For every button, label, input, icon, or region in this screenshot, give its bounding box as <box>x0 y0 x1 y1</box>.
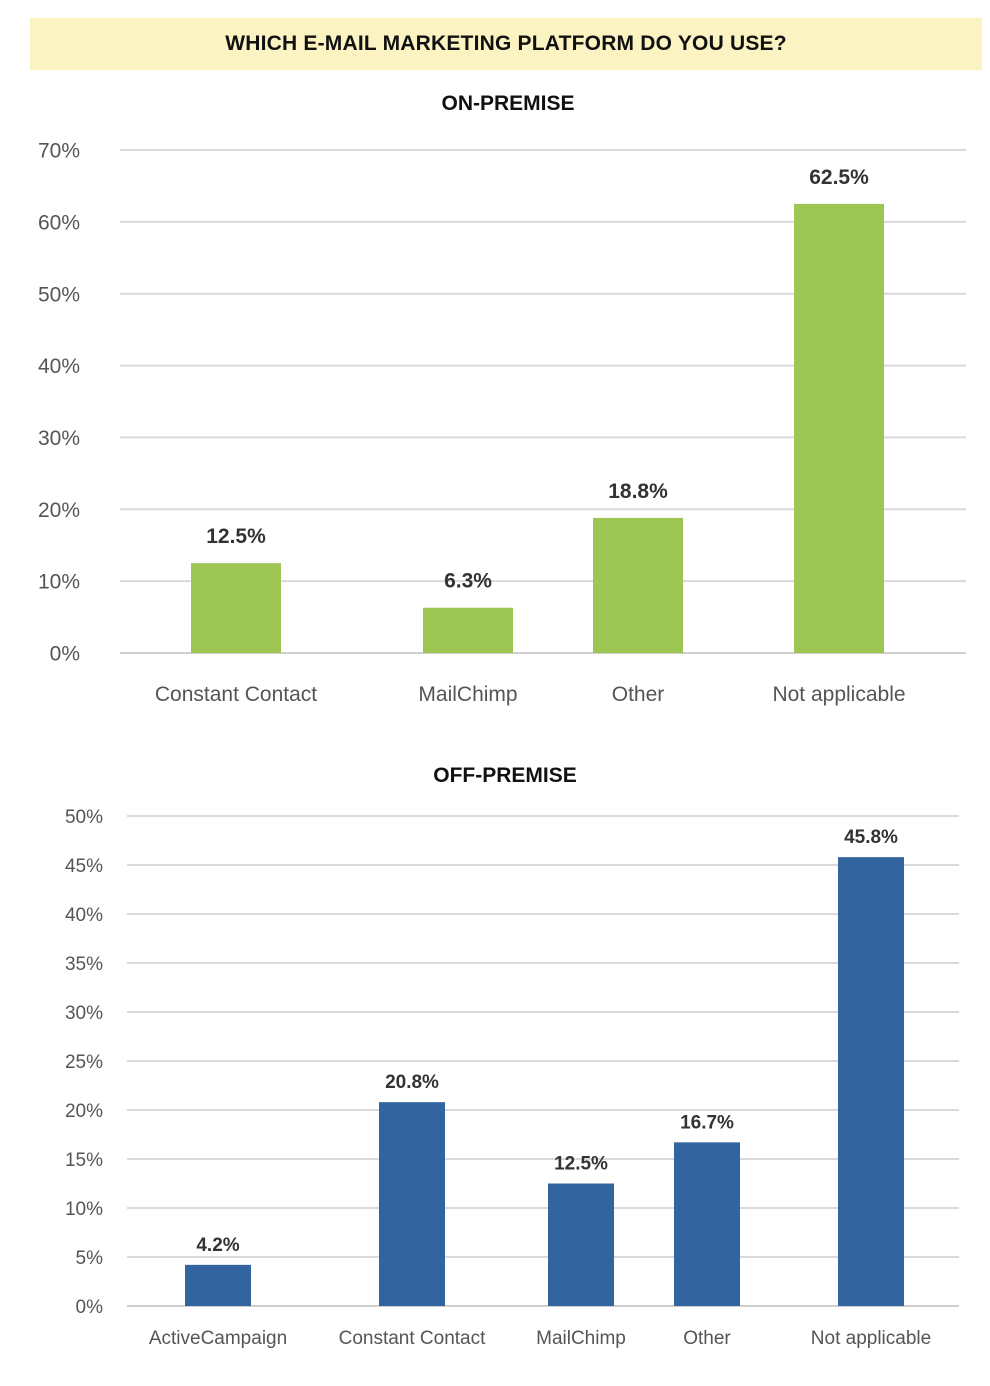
y-tick-label: 35% <box>65 954 103 975</box>
title-banner: WHICH E-MAIL MARKETING PLATFORM DO YOU U… <box>30 18 982 70</box>
y-tick-label: 5% <box>76 1248 104 1269</box>
on-premise-chart: ON-PREMISE 0% 10% 20% 30% 40% 50% 60% 70% 12.5% Co… <box>0 80 990 720</box>
data-label: 20.8% <box>385 1072 439 1093</box>
y-tick-label: 25% <box>65 1052 103 1073</box>
y-tick-label: 30% <box>38 427 80 450</box>
bar <box>674 1142 740 1306</box>
chart-subtitle: OFF-PREMISE <box>433 764 577 787</box>
data-label: 12.5% <box>206 525 266 548</box>
chart-subtitle: ON-PREMISE <box>441 92 574 115</box>
y-tick-label: 40% <box>38 355 80 378</box>
y-tick-label: 50% <box>38 283 80 306</box>
data-label: 6.3% <box>444 570 492 593</box>
bar <box>423 607 513 653</box>
data-label: 18.8% <box>608 480 668 503</box>
y-tick-label: 0% <box>76 1297 104 1318</box>
y-tick-label: 10% <box>65 1199 103 1220</box>
category-label: Not applicable <box>772 683 905 706</box>
y-tick-label: 15% <box>65 1150 103 1171</box>
bar <box>379 1102 445 1306</box>
data-label: 45.8% <box>844 827 898 848</box>
category-label: ActiveCampaign <box>149 1328 287 1349</box>
bar <box>838 857 904 1306</box>
y-tick-label: 30% <box>65 1003 103 1024</box>
data-label: 12.5% <box>554 1154 608 1175</box>
category-label: Constant Contact <box>155 683 317 706</box>
off-premise-chart-svg: OFF-PREMISE 0% 5% 10% 15% 20% 25% 30% 35% 40% 45% 5… <box>65 764 959 1349</box>
data-label: 4.2% <box>196 1235 239 1256</box>
bar <box>185 1264 251 1306</box>
y-tick-label: 20% <box>65 1101 103 1122</box>
y-tick-label: 40% <box>65 905 103 926</box>
bar <box>593 517 683 653</box>
bar <box>794 203 884 653</box>
y-tick-label: 45% <box>65 856 103 877</box>
category-label: Not applicable <box>811 1328 931 1349</box>
category-label: MailChimp <box>536 1328 626 1349</box>
bar <box>548 1183 614 1306</box>
data-label: 16.7% <box>680 1112 734 1133</box>
category-label: Other <box>612 683 665 706</box>
y-tick-label: 50% <box>65 807 103 828</box>
data-label: 62.5% <box>809 166 869 189</box>
category-label: Other <box>683 1328 731 1349</box>
y-tick-label: 60% <box>38 211 80 234</box>
y-tick-label: 10% <box>38 571 80 594</box>
on-premise-chart-svg: ON-PREMISE 0% 10% 20% 30% 40% 50% 60% 70% 12.5% Co… <box>38 92 966 706</box>
off-premise-chart: OFF-PREMISE 0% 5% 10% 15% 20% 25% 30% 35% 40% 45% 5… <box>0 750 990 1370</box>
category-label: MailChimp <box>418 683 517 706</box>
bar <box>191 563 281 653</box>
y-tick-label: 70% <box>38 140 80 163</box>
y-tick-label: 0% <box>50 643 80 666</box>
y-tick-label: 20% <box>38 499 80 522</box>
page-title: WHICH E-MAIL MARKETING PLATFORM DO YOU U… <box>225 32 787 55</box>
category-label: Constant Contact <box>339 1328 487 1349</box>
